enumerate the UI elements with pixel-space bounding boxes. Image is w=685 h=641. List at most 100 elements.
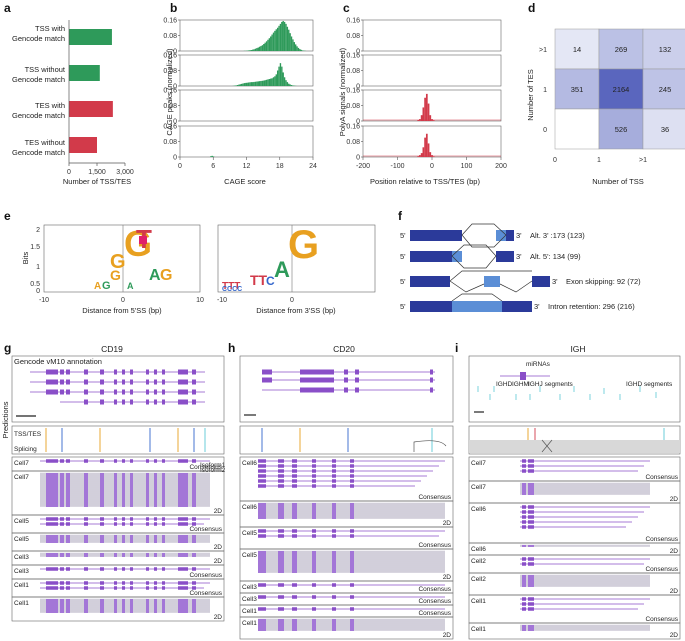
gene-exon <box>114 567 117 571</box>
hist-bar <box>210 156 212 157</box>
gene-exon <box>60 581 64 585</box>
gene-exon <box>178 399 188 405</box>
track-cell-label: Cell3 <box>14 554 29 561</box>
gene-exon <box>122 567 125 571</box>
gene-exon <box>278 607 284 611</box>
f-exon <box>532 276 550 287</box>
logo-letter: TTT <box>222 281 240 292</box>
i-seg-1: IGHM <box>512 381 529 388</box>
i-seg-2: IGHJ segments <box>528 381 574 388</box>
read-exon-column <box>100 535 104 543</box>
hist-bar <box>275 29 277 51</box>
panel-label-i: i <box>455 341 458 355</box>
gene-exon <box>130 581 133 585</box>
gene-exon <box>258 474 266 478</box>
gene-exon <box>350 474 354 478</box>
gene-exon <box>292 607 297 611</box>
gene-exon <box>130 379 133 385</box>
read-exon-column <box>522 483 526 495</box>
hist-xtick: 18 <box>276 163 284 170</box>
logo-letter: CCCC <box>222 286 242 293</box>
heatmap-col-label: >1 <box>639 157 647 164</box>
hist-bar <box>247 82 250 86</box>
track-cell-label: Cell7 <box>471 484 486 491</box>
gene-exon <box>350 469 354 473</box>
gene-exon <box>332 479 336 483</box>
track-cell-label: Cell1 <box>14 582 29 589</box>
track-row <box>239 616 454 640</box>
gene-exon <box>292 474 297 478</box>
hist-bar <box>285 80 287 86</box>
track-tag: 2D <box>214 508 223 515</box>
gene-exon <box>100 369 104 375</box>
gene-exon <box>292 464 297 468</box>
gene-exon <box>350 484 354 488</box>
gene-exon <box>46 522 58 526</box>
hist-bar <box>288 83 290 86</box>
heatmap-value: 14 <box>573 45 581 54</box>
hist-bar <box>427 103 430 121</box>
read-exon-column <box>258 551 266 573</box>
hist-bar <box>274 76 276 86</box>
gene-exon <box>162 369 165 375</box>
h-title: CD20 <box>333 344 355 354</box>
track-tag: Consensus <box>645 566 678 573</box>
f-event-3: Intron retention: 296 (216) <box>548 302 635 311</box>
gene-exon <box>258 583 266 587</box>
gene-exon <box>332 474 336 478</box>
read-exon-column <box>100 599 104 613</box>
gene-exon <box>312 459 316 463</box>
read-exon-column <box>292 619 297 631</box>
gene-exon <box>330 387 334 393</box>
heatmap-value: 526 <box>615 125 628 134</box>
hist-frame <box>362 54 502 87</box>
f-alt-exon <box>452 251 462 262</box>
gene-exon <box>522 510 526 514</box>
gene-exon <box>258 484 266 488</box>
read-exon-column <box>46 473 58 507</box>
gene-exon <box>84 369 88 375</box>
read-exon-column <box>66 599 70 613</box>
gene-exon <box>350 464 354 468</box>
hist-bar <box>432 120 435 121</box>
gene-exon <box>522 515 526 519</box>
hist-bar <box>422 107 425 121</box>
read-pileup <box>520 625 650 631</box>
gene-exon <box>122 522 125 526</box>
e-ytick-3: 1.5 <box>30 244 40 251</box>
hist-bar <box>274 30 276 51</box>
track-tag: Consensus <box>418 542 451 549</box>
gene-exon <box>154 379 157 385</box>
gene-exon <box>332 583 336 587</box>
logo-marker <box>139 236 147 244</box>
gene-exon <box>178 517 188 521</box>
gene-exon <box>258 479 266 483</box>
track-cell-label: Cell5 <box>242 552 257 559</box>
hist-bar <box>283 77 286 86</box>
gene-exon <box>300 369 330 375</box>
read-exon-column <box>46 553 58 557</box>
hist-bar <box>290 36 293 51</box>
gene-exon <box>178 369 188 375</box>
gene-exon <box>528 464 534 468</box>
gene-exon <box>292 459 297 463</box>
track-cell-label: Cell7 <box>14 460 29 467</box>
hist-bar <box>271 78 273 86</box>
e-right-frame <box>217 224 376 293</box>
hist-bar <box>278 25 280 51</box>
gene-exon <box>355 387 359 393</box>
gene-exon <box>84 581 88 585</box>
a-cat-0-line2: Gencode match <box>12 34 65 43</box>
hist-bar <box>250 50 253 51</box>
gene-exon <box>258 469 266 473</box>
hist-bar <box>254 48 257 51</box>
gene-exon <box>114 517 117 521</box>
read-exon-column <box>146 553 149 557</box>
gene-exon <box>350 529 354 533</box>
read-exon-column <box>84 535 88 543</box>
gene-exon <box>262 369 272 375</box>
hist-bar <box>249 50 251 51</box>
gene-exon <box>522 469 526 473</box>
track-tag: Consensus <box>645 536 678 543</box>
f-alt-exon <box>496 230 506 241</box>
